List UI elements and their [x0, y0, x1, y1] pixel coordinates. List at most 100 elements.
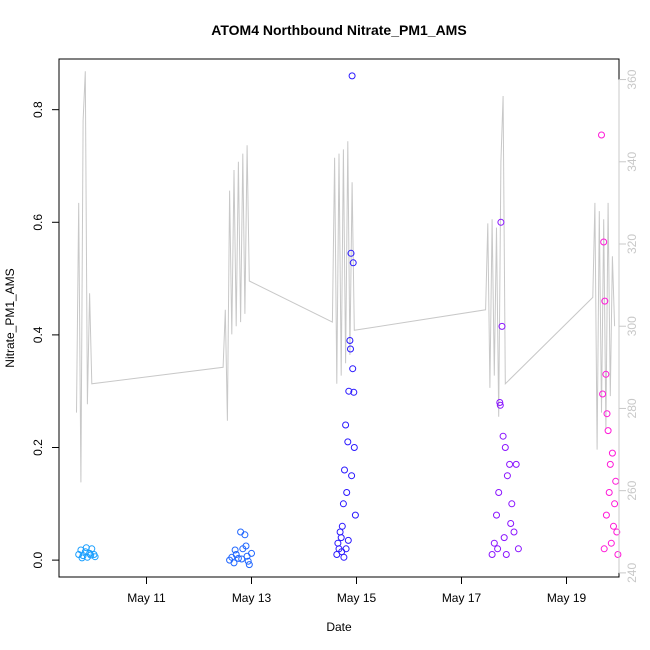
data-point-flight-5 — [605, 489, 613, 496]
x-tick-label: May 11 — [127, 591, 166, 605]
data-point-flight-5 — [602, 370, 610, 378]
data-point-flight-3 — [343, 489, 351, 496]
data-point-flight-1 — [82, 544, 90, 552]
data-point-flight-5 — [612, 477, 620, 485]
y-tick-label: 0.2 — [31, 439, 45, 456]
y2-tick-label: 300 — [625, 316, 639, 336]
data-point-flight-3 — [346, 337, 354, 344]
y-axis-left: 0.0 0.2 0.4 0.6 0.8 — [31, 101, 60, 568]
data-point-flight-2 — [237, 528, 245, 536]
data-point-flight-5 — [600, 545, 608, 553]
x-tick-label: May 19 — [547, 591, 587, 605]
data-point-flight-4 — [508, 500, 516, 508]
data-point-flight-2 — [248, 549, 255, 557]
data-point-flight-3 — [348, 72, 356, 80]
data-point-flight-4 — [496, 399, 504, 406]
data-point-flight-3 — [344, 536, 352, 544]
data-point-flight-4 — [502, 551, 510, 558]
data-point-flight-3 — [347, 249, 355, 257]
y2-tick-label: 280 — [625, 398, 639, 418]
data-point-flight-4 — [506, 460, 514, 468]
data-point-flight-4 — [496, 401, 504, 409]
data-point-flight-3 — [336, 528, 344, 536]
data-point-flight-3 — [340, 553, 348, 561]
data-point-flight-5 — [610, 522, 617, 530]
data-point-flight-3 — [338, 548, 346, 556]
data-point-flight-2 — [232, 551, 240, 558]
y-axis-label: Nitrate_PM1_AMS — [3, 268, 17, 367]
secondary-series-line — [76, 71, 616, 483]
data-point-flight-5 — [607, 539, 615, 547]
data-point-flight-3 — [337, 534, 345, 542]
plot-frame — [58, 58, 620, 578]
data-point-flight-3 — [339, 500, 347, 508]
y-tick-label: 0.6 — [31, 214, 45, 231]
data-point-flight-5 — [604, 427, 612, 435]
data-point-flight-2 — [242, 542, 250, 550]
y-tick-label: 0.8 — [31, 101, 45, 118]
y-tick-label: 0.4 — [31, 326, 45, 343]
data-point-flight-4 — [490, 539, 498, 547]
y2-tick-label: 360 — [625, 69, 639, 89]
data-point-flight-3 — [342, 545, 350, 553]
data-point-flight-5 — [599, 390, 607, 398]
data-point-flight-3 — [349, 365, 357, 373]
data-point-flight-3 — [345, 387, 353, 395]
data-point-flight-4 — [514, 545, 522, 553]
data-point-flight-2 — [238, 555, 246, 563]
data-point-flight-1 — [78, 554, 86, 562]
y2-tick-label: 340 — [625, 151, 639, 171]
data-point-flight-5 — [603, 410, 611, 418]
data-point-flight-3 — [347, 345, 354, 353]
data-point-flight-4 — [493, 511, 500, 519]
data-point-flight-3 — [338, 522, 346, 530]
data-point-flight-2 — [234, 554, 242, 562]
data-point-flight-1 — [91, 553, 99, 561]
data-point-flight-3 — [351, 511, 359, 519]
data-point-flight-4 — [497, 218, 505, 226]
data-point-flight-3 — [350, 444, 358, 451]
y2-tick-label: 260 — [625, 480, 639, 500]
data-point-flight-4 — [507, 520, 515, 527]
data-point-flight-2 — [241, 531, 249, 539]
data-point-flight-2 — [245, 561, 253, 569]
y2-tick-label: 320 — [625, 234, 639, 254]
data-point-flight-1 — [87, 551, 95, 559]
data-point-flight-5 — [614, 551, 622, 558]
data-point-flight-5 — [606, 460, 614, 468]
data-point-flight-5 — [598, 131, 605, 139]
data-point-flight-5 — [600, 238, 608, 246]
data-point-flight-4 — [512, 460, 520, 468]
data-point-flight-4 — [488, 551, 496, 558]
data-point-flight-4 — [499, 432, 507, 440]
data-point-flight-4 — [501, 444, 509, 451]
data-point-flight-4 — [500, 534, 508, 542]
data-point-flight-3 — [348, 472, 356, 480]
data-point-flight-4 — [510, 528, 518, 536]
data-point-flight-3 — [344, 438, 352, 446]
data-point-flight-4 — [495, 489, 503, 496]
y-axis-right: 240 260 280 300 320 340 360 — [618, 69, 639, 583]
secondary-line-layer — [76, 71, 616, 483]
data-point-flight-5 — [613, 528, 621, 536]
data-point-flight-4 — [503, 472, 511, 480]
data-point-flight-5 — [611, 500, 619, 508]
y2-tick-label: 240 — [625, 563, 639, 583]
data-point-flight-5 — [601, 297, 609, 305]
data-point-flight-3 — [349, 259, 357, 267]
data-point-flight-2 — [231, 546, 239, 554]
y-tick-label: 0.0 — [31, 551, 45, 568]
data-point-flight-3 — [350, 388, 358, 396]
data-point-flight-3 — [342, 421, 350, 429]
chart-title: ATOM4 Northbound Nitrate_PM1_AMS — [211, 22, 466, 38]
data-point-flight-5 — [602, 511, 610, 519]
x-tick-label: May 15 — [337, 591, 377, 605]
x-axis: May 11 May 13 May 15 May 17 May 19 — [127, 576, 587, 605]
data-point-flight-3 — [334, 539, 342, 547]
data-point-flight-4 — [498, 322, 506, 330]
data-point-flight-2 — [244, 557, 252, 565]
x-axis-label: Date — [326, 620, 352, 634]
x-tick-label: May 17 — [442, 591, 482, 605]
x-tick-label: May 13 — [232, 591, 272, 605]
